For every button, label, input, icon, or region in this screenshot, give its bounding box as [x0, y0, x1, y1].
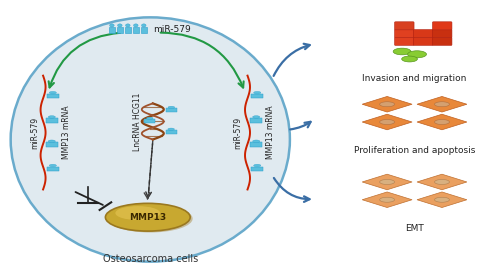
Ellipse shape [134, 24, 138, 27]
Bar [144, 119, 156, 123]
Bar [132, 27, 139, 33]
FancyBboxPatch shape [414, 37, 433, 45]
Ellipse shape [252, 116, 260, 118]
Ellipse shape [380, 197, 394, 202]
Bar [252, 94, 263, 98]
Bar [166, 130, 176, 134]
Ellipse shape [408, 51, 426, 58]
FancyBboxPatch shape [414, 30, 433, 38]
Ellipse shape [116, 206, 160, 220]
Ellipse shape [254, 164, 261, 167]
Text: Osteosarcoma cells: Osteosarcoma cells [102, 254, 198, 264]
Text: Proliferation and apoptosis: Proliferation and apoptosis [354, 146, 475, 155]
FancyBboxPatch shape [432, 37, 452, 45]
Ellipse shape [380, 102, 394, 107]
Text: miR-579: miR-579 [30, 117, 39, 149]
Ellipse shape [254, 92, 261, 94]
FancyBboxPatch shape [432, 22, 452, 30]
Polygon shape [362, 174, 412, 190]
Bar [46, 118, 58, 123]
Ellipse shape [252, 140, 260, 143]
Ellipse shape [106, 203, 190, 231]
Bar [250, 142, 262, 147]
Polygon shape [362, 192, 412, 208]
Ellipse shape [146, 117, 153, 119]
Bar [116, 27, 123, 33]
Text: MMP13: MMP13 [129, 213, 166, 222]
Text: EMT: EMT [405, 224, 424, 233]
Ellipse shape [380, 119, 394, 124]
Ellipse shape [10, 17, 290, 262]
Ellipse shape [49, 92, 56, 94]
Ellipse shape [434, 179, 450, 184]
FancyBboxPatch shape [394, 30, 414, 38]
Text: miR-579: miR-579 [153, 25, 190, 34]
FancyBboxPatch shape [432, 30, 452, 38]
FancyBboxPatch shape [394, 22, 414, 30]
Ellipse shape [434, 119, 450, 124]
Polygon shape [362, 114, 412, 130]
Ellipse shape [49, 164, 56, 167]
Bar [166, 109, 177, 112]
Ellipse shape [126, 24, 130, 27]
Polygon shape [417, 97, 467, 112]
Ellipse shape [142, 24, 146, 27]
Text: miR-579: miR-579 [234, 117, 242, 149]
Bar [252, 167, 263, 171]
Ellipse shape [110, 24, 114, 27]
Ellipse shape [168, 128, 174, 130]
Text: LncRNA HCG11: LncRNA HCG11 [134, 92, 142, 151]
Ellipse shape [380, 179, 394, 184]
Ellipse shape [434, 102, 450, 107]
Polygon shape [417, 192, 467, 208]
Ellipse shape [118, 24, 122, 27]
Bar [250, 118, 262, 123]
Bar [46, 142, 58, 147]
Polygon shape [417, 114, 467, 130]
Ellipse shape [108, 205, 192, 232]
FancyBboxPatch shape [394, 37, 414, 45]
Ellipse shape [393, 48, 411, 55]
Text: MMP13 mRNA: MMP13 mRNA [266, 106, 276, 159]
Text: Invasion and migration: Invasion and migration [362, 74, 467, 83]
Ellipse shape [48, 116, 56, 118]
Bar [108, 27, 115, 33]
Ellipse shape [168, 106, 174, 109]
Bar [124, 27, 131, 33]
Text: MMP13 mRNA: MMP13 mRNA [62, 106, 71, 159]
Polygon shape [417, 174, 467, 190]
Ellipse shape [434, 197, 450, 202]
Ellipse shape [402, 56, 417, 62]
Ellipse shape [48, 140, 56, 143]
Polygon shape [362, 97, 412, 112]
Bar [47, 94, 59, 98]
Bar [47, 167, 59, 171]
Bar [140, 27, 147, 33]
